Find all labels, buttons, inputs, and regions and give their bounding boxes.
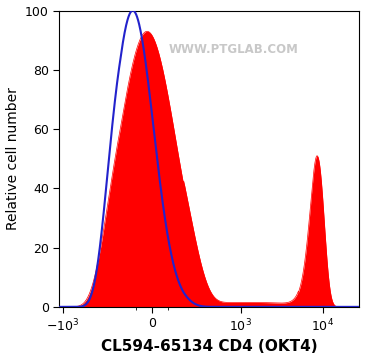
Text: WWW.PTGLAB.COM: WWW.PTGLAB.COM [169,42,298,55]
X-axis label: CL594-65134 CD4 (OKT4): CL594-65134 CD4 (OKT4) [101,339,318,355]
Y-axis label: Relative cell number: Relative cell number [5,87,20,230]
